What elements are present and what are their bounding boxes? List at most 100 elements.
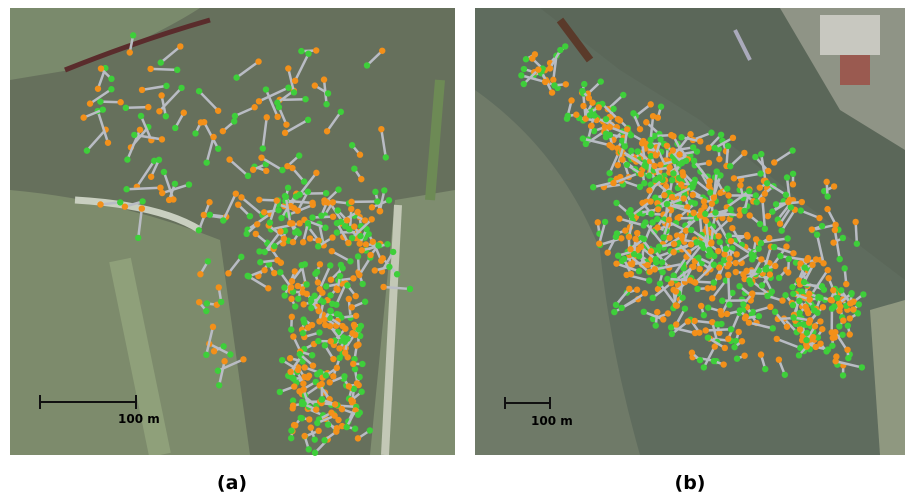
point-end [620, 92, 626, 98]
point-start [357, 152, 363, 158]
point-end [579, 88, 585, 94]
point-end [682, 305, 688, 311]
point-end [819, 223, 825, 229]
point-end [776, 275, 782, 281]
point-start [357, 240, 363, 246]
point-end [218, 299, 224, 305]
point-end [772, 309, 778, 315]
point-end [718, 132, 724, 138]
point-start [653, 152, 659, 158]
point-end [740, 301, 746, 307]
point-start [690, 192, 696, 198]
point-end [823, 348, 829, 354]
point-end [627, 207, 633, 213]
point-end [359, 281, 365, 287]
point-start [137, 127, 143, 133]
point-end [789, 284, 795, 290]
point-start [744, 232, 750, 238]
point-end [288, 427, 294, 433]
point-end [591, 112, 597, 118]
point-start [743, 313, 749, 319]
point-start [799, 199, 805, 205]
point-start [715, 233, 721, 239]
point-end [705, 334, 711, 340]
point-start [367, 252, 373, 258]
point-start [80, 114, 86, 120]
point-end [727, 163, 733, 169]
point-end [192, 130, 198, 136]
point-start [830, 239, 836, 245]
point-start [844, 347, 850, 353]
point-end [384, 241, 390, 247]
point-start [676, 151, 682, 157]
point-start [706, 178, 712, 184]
point-end [289, 374, 295, 380]
point-start [313, 406, 319, 412]
point-end [755, 246, 761, 252]
point-start [722, 345, 728, 351]
point-end [762, 266, 768, 272]
point-end [801, 279, 807, 285]
displacement [127, 188, 161, 190]
point-start [328, 338, 334, 344]
point-end [359, 361, 365, 367]
point-start [327, 379, 333, 385]
point-start [349, 304, 355, 310]
point-end [717, 239, 723, 245]
point-start [790, 250, 796, 256]
point-end [692, 200, 698, 206]
point-end [341, 373, 347, 379]
point-end [783, 192, 789, 198]
point-start [639, 140, 645, 146]
point-start [329, 248, 335, 254]
point-start [632, 236, 638, 242]
point-start [660, 316, 666, 322]
point-end [314, 371, 320, 377]
point-start [679, 233, 685, 239]
point-start [321, 316, 327, 322]
point-end [756, 313, 762, 319]
point-start [688, 241, 694, 247]
point-end [356, 326, 362, 332]
point-start [158, 92, 164, 98]
point-start [377, 208, 383, 214]
point-end [386, 197, 392, 203]
point-start [170, 196, 176, 202]
point-end [203, 352, 209, 358]
point-start [301, 364, 307, 370]
point-end [695, 255, 701, 261]
point-start [344, 217, 350, 223]
point-end [790, 314, 796, 320]
point-end [394, 271, 400, 277]
point-end [699, 241, 705, 247]
point-start [820, 304, 826, 310]
point-start [563, 81, 569, 87]
point-end [697, 357, 703, 363]
point-end [334, 311, 340, 317]
point-start [348, 199, 354, 205]
point-start [306, 416, 312, 422]
point-start [840, 317, 846, 323]
point-end [694, 286, 700, 292]
point-end [306, 446, 312, 452]
point-start [290, 333, 296, 339]
point-end [804, 330, 810, 336]
point-end [299, 262, 305, 268]
point-end [711, 358, 717, 364]
point-start [255, 58, 261, 64]
point-end [327, 308, 333, 314]
point-start [261, 209, 267, 215]
point-end [836, 323, 842, 329]
point-end [329, 301, 335, 307]
point-start [648, 101, 654, 107]
point-end [598, 78, 604, 84]
point-start [274, 197, 280, 203]
point-end [347, 258, 353, 264]
point-start [765, 168, 771, 174]
point-start [117, 99, 123, 105]
point-start [346, 383, 352, 389]
point-start [654, 309, 660, 315]
point-start [127, 49, 133, 55]
point-start [817, 318, 823, 324]
point-end [831, 303, 837, 309]
